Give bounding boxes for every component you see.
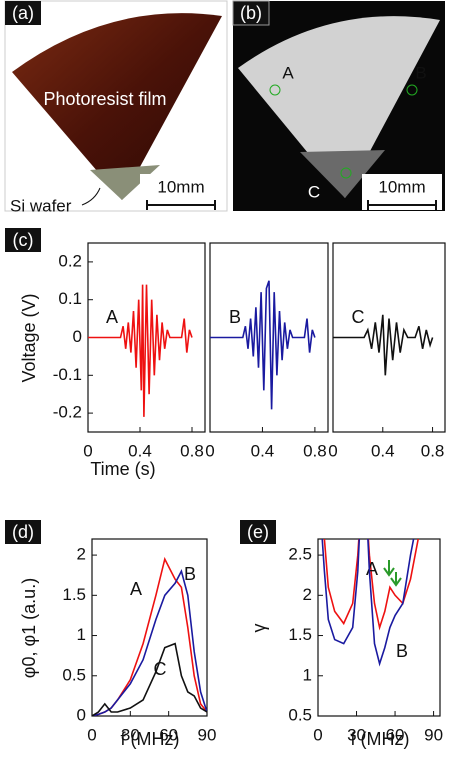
panel-label-box bbox=[5, 228, 41, 252]
y-tick-label: 0.2 bbox=[58, 251, 82, 270]
x-tick-label: 0 bbox=[87, 725, 96, 744]
x-tick-label: 0.4 bbox=[251, 441, 275, 460]
panel: 0 0.4 0.8 B bbox=[205, 242, 329, 460]
panel-label: (d) bbox=[12, 522, 34, 542]
line bbox=[92, 569, 207, 716]
x-tick-label: 90 bbox=[198, 725, 217, 744]
line bbox=[210, 280, 316, 410]
y-tick-label: -0.2 bbox=[53, 403, 82, 422]
plot-frame bbox=[317, 538, 441, 717]
y-tick-label: 0 bbox=[77, 705, 86, 724]
x-tick-label: 0 bbox=[328, 441, 337, 460]
y-tick-label: 0 bbox=[73, 327, 82, 346]
x-tick-label: 0 bbox=[313, 725, 322, 744]
panel-label-box bbox=[240, 520, 276, 544]
series-label: A bbox=[366, 559, 378, 579]
y-axis-label: γ bbox=[249, 624, 269, 633]
annotation: A bbox=[282, 63, 294, 82]
series-label: B bbox=[229, 307, 241, 327]
y-axis-label: φ0, φ1 (a.u.) bbox=[19, 578, 39, 678]
y-tick-label: -0.1 bbox=[53, 365, 82, 384]
panel-label-box bbox=[5, 520, 41, 544]
y-tick-label: 2 bbox=[303, 585, 312, 604]
y-tick-label: 1 bbox=[303, 665, 312, 684]
y-tick-label: 2.5 bbox=[288, 545, 312, 564]
y-tick-label: 0.1 bbox=[58, 289, 82, 308]
panel-label: (b) bbox=[240, 3, 262, 23]
x-tick-label: 0 bbox=[205, 441, 214, 460]
series-label: C bbox=[352, 307, 365, 327]
y-tick-label: 1 bbox=[77, 625, 86, 644]
annotation: Si wafer bbox=[10, 196, 72, 215]
panel-label: (e) bbox=[247, 522, 269, 542]
x-tick-label: 60 bbox=[386, 725, 405, 744]
x-tick-label: 0 bbox=[83, 441, 92, 460]
annotation: Photoresist film bbox=[43, 89, 166, 109]
x-axis-label: f (MHz) bbox=[351, 729, 410, 749]
x-tick-label: 30 bbox=[347, 725, 366, 744]
y-tick-label: 0.5 bbox=[62, 665, 86, 684]
series-label: A bbox=[130, 579, 142, 599]
panel: 0 0.4 0.8 -0.2 -0.1 0 0.1 0.2 (c) Voltage (V) Time… bbox=[5, 228, 206, 479]
x-tick-label: 0.4 bbox=[371, 441, 395, 460]
annotation: B bbox=[415, 63, 426, 82]
x-tick-label: 30 bbox=[121, 725, 140, 744]
photo-b: (b) A B C 10mm bbox=[232, 0, 445, 211]
y-axis-label: Voltage (V) bbox=[19, 293, 39, 382]
arrow bbox=[383, 560, 402, 587]
x-tick-label: 0.8 bbox=[421, 441, 445, 460]
y-tick-label: 2 bbox=[77, 545, 86, 564]
line bbox=[92, 642, 207, 716]
plot-frame bbox=[91, 538, 208, 717]
line bbox=[333, 314, 434, 376]
series-label: A bbox=[106, 307, 118, 327]
x-axis-label: Time (s) bbox=[90, 459, 155, 479]
y-tick-label: 1.5 bbox=[62, 585, 86, 604]
scale-bar-label: 10mm bbox=[378, 177, 425, 196]
x-tick-label: 60 bbox=[159, 725, 178, 744]
annotation: C bbox=[308, 182, 320, 201]
line bbox=[321, 539, 415, 667]
panel: 0 0.4 0.8 C bbox=[328, 242, 446, 460]
series-label: B bbox=[184, 564, 196, 584]
series-label: B bbox=[396, 641, 408, 661]
series-label: C bbox=[154, 659, 167, 679]
y-tick-label: 0.5 bbox=[288, 705, 312, 724]
x-tick-label: 90 bbox=[424, 725, 443, 744]
panel-label: (c) bbox=[13, 230, 34, 250]
photo-a: (a) Photoresist film Si wafer 10mm bbox=[4, 0, 228, 215]
y-tick-label: 1.5 bbox=[288, 625, 312, 644]
panel: 0 30 60 90 0.5 1 1.5 2 2.5 (e) γ f (MHz) A B bbox=[240, 520, 443, 749]
line bbox=[88, 284, 193, 417]
x-axis-label: f (MHz) bbox=[121, 729, 180, 749]
panel: 0 30 60 90 0 0.5 1 1.5 2 (d) φ0, φ1 (a.u.) f (MHz) A… bbox=[5, 520, 216, 749]
scale-bar-label: 10mm bbox=[157, 177, 204, 196]
x-tick-label: 0.8 bbox=[180, 441, 204, 460]
x-tick-label: 0.8 bbox=[303, 441, 327, 460]
x-tick-label: 0.4 bbox=[128, 441, 152, 460]
panel-label: (a) bbox=[12, 3, 34, 23]
